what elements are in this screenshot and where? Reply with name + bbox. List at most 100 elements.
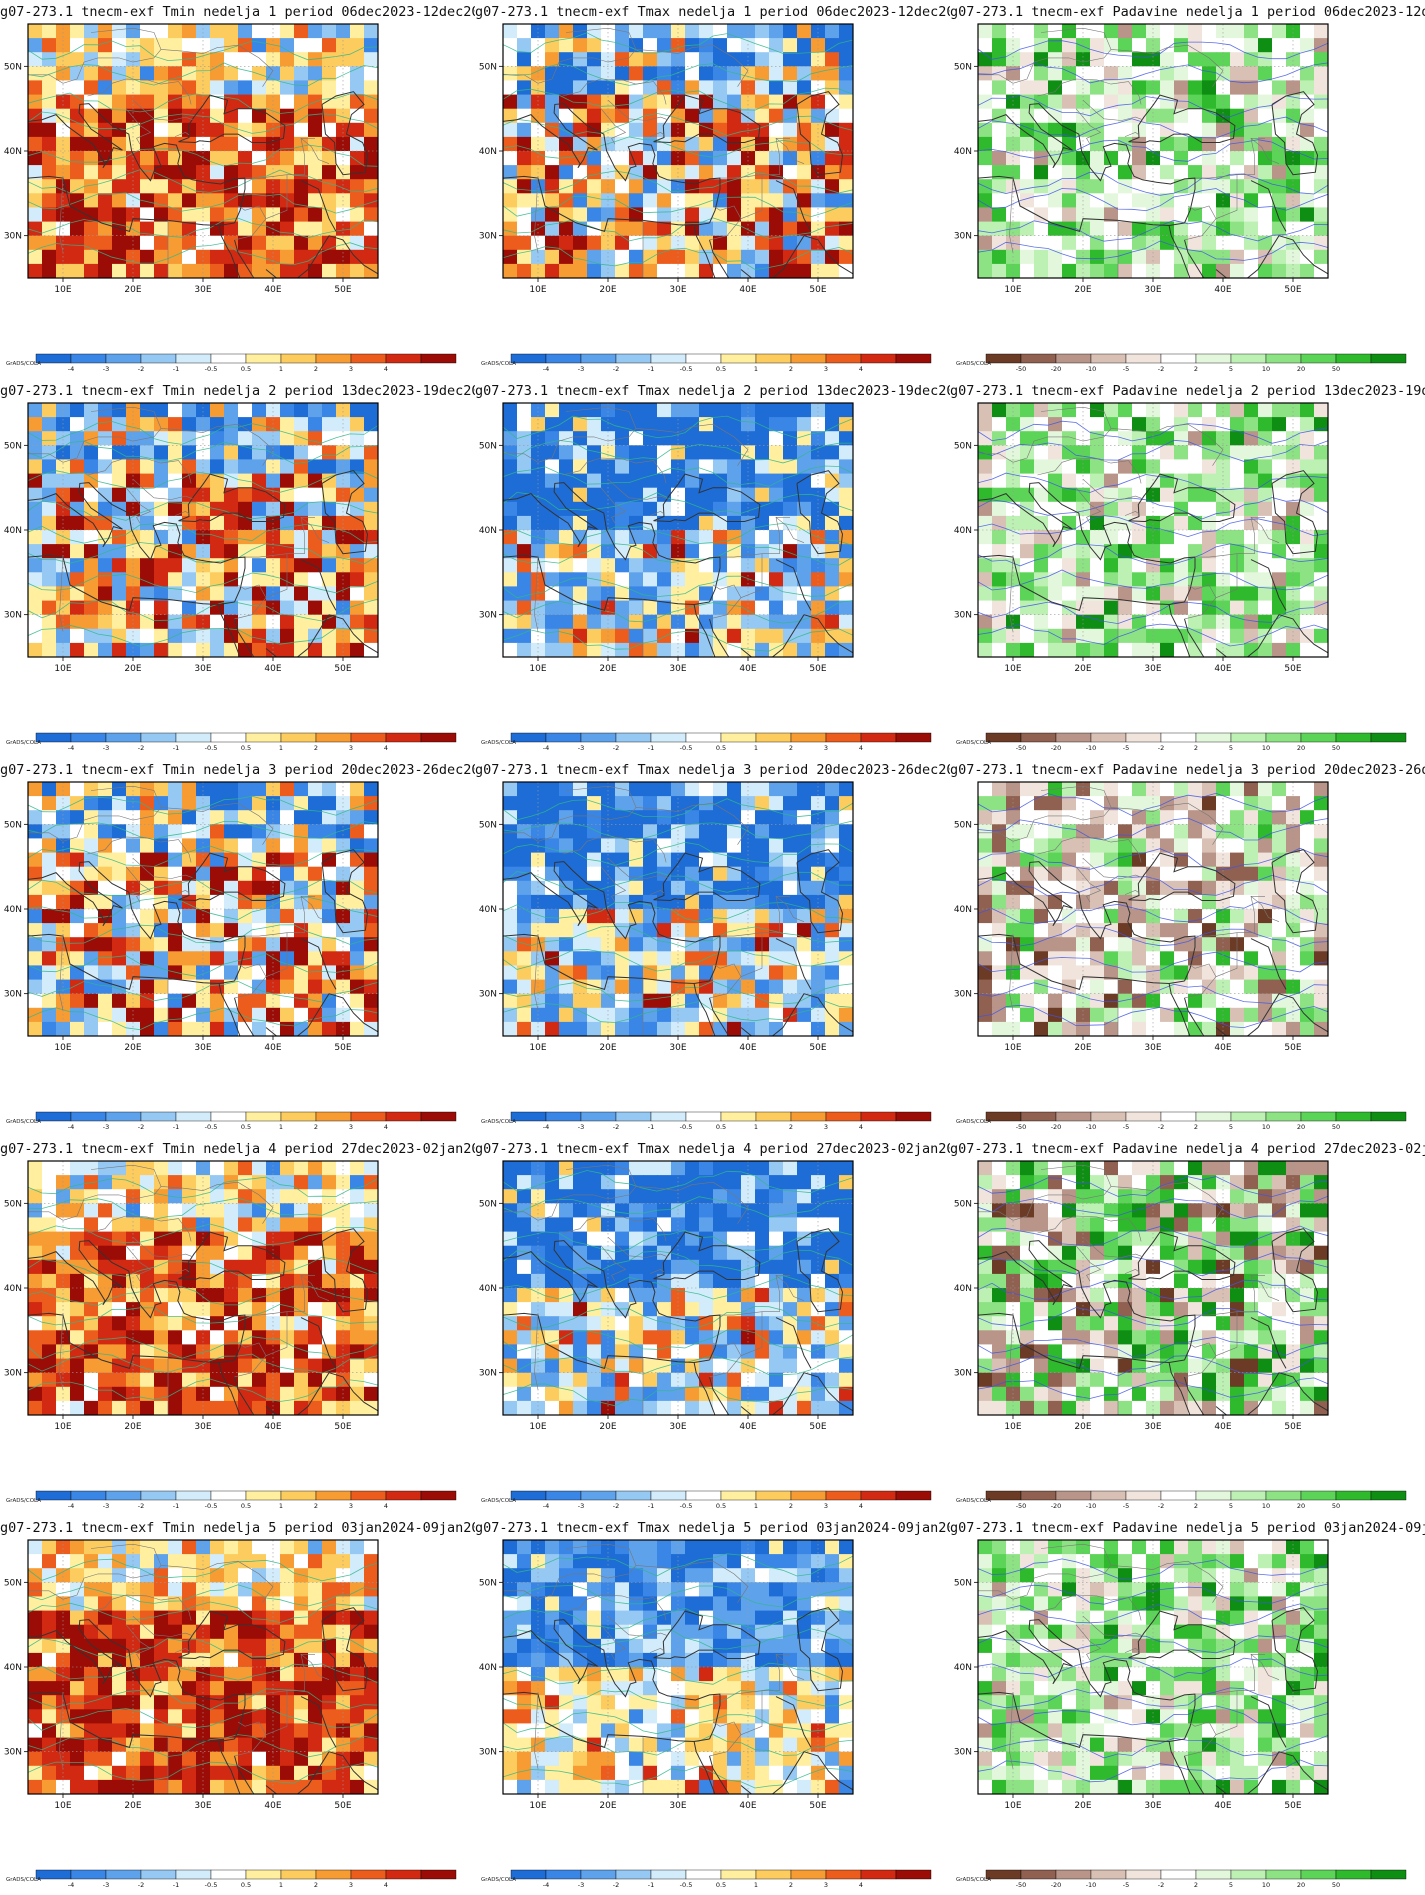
colorbar-swatch (1055, 1490, 1092, 1501)
colorbar-label: -2 (138, 1123, 144, 1131)
colorbar-swatch (860, 1111, 897, 1122)
colorbar-swatch (1195, 1869, 1232, 1880)
colorbar-swatch (140, 1490, 177, 1501)
x-tick-label: 50E (334, 1422, 351, 1432)
y-tick-label: 30N (4, 1369, 22, 1379)
colorbar-label: -1 (173, 1502, 179, 1510)
colorbar-label: 20 (1297, 1123, 1305, 1131)
colorbar-swatch (1195, 732, 1232, 743)
colorbar-swatch (1160, 1869, 1197, 1880)
x-tick-label: 30E (194, 664, 211, 674)
colorbar-swatch (1300, 1111, 1337, 1122)
colorbar-swatch (685, 732, 722, 743)
colorbar-swatch (35, 1869, 72, 1880)
colorbar-label: -10 (1086, 1123, 1097, 1131)
panel-title: g07-273.1 tnecm-exf Padavine nedelja 4 p… (950, 1141, 1425, 1157)
colorbar-label: 50 (1332, 1881, 1340, 1889)
colorbar-swatch (1090, 732, 1127, 743)
colorbar: -4 -3 -2 -1 -0.5 0.5 1 2 3 4 GrADS/COLA (6, 353, 457, 373)
colorbar-swatch (35, 353, 72, 364)
grads-credit: GrADS/COLA (6, 1119, 41, 1125)
map-panel-tmin-week-2: g07-273.1 tnecm-exf Tmin nedelja 2 perio… (0, 379, 475, 758)
x-tick-label: 50E (809, 1422, 826, 1432)
colorbar-label: 3 (824, 1123, 828, 1131)
colorbar-swatch (580, 732, 617, 743)
colorbar: -50 -20 -10 -5 -2 2 5 10 20 50 GrADS/COLA (956, 732, 1407, 752)
x-tick-label: 10E (1004, 285, 1021, 295)
y-tick-label: 40N (4, 1663, 22, 1673)
map-plot: 10E 20E 30E 40E 50E 50N 40N 30N -4 -3 -2 -1 -0.5 0.5 1… (479, 1539, 932, 1889)
colorbar-label: 0.5 (716, 1502, 726, 1510)
colorbar-label: 4 (384, 365, 388, 373)
colorbar-label: -2 (613, 365, 619, 373)
grads-credit: GrADS/COLA (481, 1877, 516, 1883)
colorbar-swatch (580, 353, 617, 364)
colorbar-label: 2 (789, 1123, 793, 1131)
contour-lines (503, 415, 853, 652)
y-tick-label: 50N (954, 62, 972, 72)
x-tick-label: 40E (739, 664, 756, 674)
colorbar: -4 -3 -2 -1 -0.5 0.5 1 2 3 4 GrADS/COLA (481, 1490, 932, 1510)
colorbar-swatch (1230, 1869, 1267, 1880)
colorbar-label: -2 (138, 365, 144, 373)
colorbar-swatch (1370, 353, 1407, 364)
map-plot: 10E 20E 30E 40E 50E 50N 40N 30N -50 -20 -10 -5 -2 2 5 1… (954, 402, 1407, 752)
anomaly-field (978, 1161, 1328, 1415)
colorbar-label: 50 (1332, 1123, 1340, 1131)
coastlines (503, 406, 853, 657)
anomaly-field (28, 1540, 378, 1794)
anomaly-field (503, 782, 853, 1036)
colorbar-swatch (1300, 1490, 1337, 1501)
panel-title: g07-273.1 tnecm-exf Tmax nedelja 4 perio… (475, 1141, 950, 1157)
colorbar-swatch (985, 1869, 1022, 1880)
colorbar-swatch (245, 353, 282, 364)
colorbar-swatch (755, 732, 792, 743)
colorbar-label: 4 (384, 1881, 388, 1889)
colorbar-label: -2 (613, 1502, 619, 1510)
colorbar-label: 1 (754, 1881, 758, 1889)
colorbar-swatch (420, 1869, 457, 1880)
colorbar-label: -20 (1051, 1502, 1062, 1510)
map-plot: 10E 20E 30E 40E 50E 50N 40N 30N -50 -20 -10 -5 -2 2 5 1… (954, 23, 1407, 373)
colorbar-label: -0.5 (205, 1123, 218, 1131)
colorbar-swatch (385, 1869, 422, 1880)
colorbar-label: 5 (1229, 1502, 1233, 1510)
x-tick-label: 20E (124, 664, 141, 674)
colorbar-label: -4 (68, 365, 74, 373)
map-plot: 10E 20E 30E 40E 50E 50N 40N 30N -50 -20 -10 -5 -2 2 5 1… (954, 1539, 1407, 1889)
x-tick-label: 20E (599, 285, 616, 295)
x-tick-label: 40E (264, 664, 281, 674)
y-tick-label: 40N (479, 1663, 497, 1673)
y-tick-label: 40N (479, 147, 497, 157)
colorbar-label: -4 (543, 1123, 549, 1131)
colorbar-label: 0.5 (716, 365, 726, 373)
y-tick-label: 30N (954, 1748, 972, 1758)
x-tick-label: 50E (334, 1043, 351, 1053)
panel-title: g07-273.1 tnecm-exf Tmin nedelja 3 perio… (0, 762, 475, 778)
colorbar-swatch (650, 732, 687, 743)
map-panel-tmin-week-3: g07-273.1 tnecm-exf Tmin nedelja 3 perio… (0, 758, 475, 1137)
colorbar-swatch (615, 732, 652, 743)
grads-credit: GrADS/COLA (6, 740, 41, 746)
colorbar-label: -20 (1051, 365, 1062, 373)
grads-credit: GrADS/COLA (956, 740, 991, 746)
x-tick-label: 40E (739, 1801, 756, 1811)
colorbar-swatch (1125, 1490, 1162, 1501)
grads-credit: GrADS/COLA (956, 361, 991, 367)
colorbar-swatch (1265, 353, 1302, 364)
colorbar-swatch (580, 1111, 617, 1122)
colorbar-label: -0.5 (680, 744, 693, 752)
colorbar-label: 2 (1194, 1502, 1198, 1510)
colorbar-label: -5 (1123, 365, 1129, 373)
colorbar-swatch (210, 1869, 247, 1880)
y-tick-label: 30N (954, 611, 972, 621)
colorbar-label: 0.5 (241, 1502, 251, 1510)
colorbar-label: -50 (1016, 1502, 1027, 1510)
colorbar-label: -4 (68, 1502, 74, 1510)
colorbar: -50 -20 -10 -5 -2 2 5 10 20 50 GrADS/COLA (956, 1869, 1407, 1889)
colorbar-label: 1 (279, 1123, 283, 1131)
map-plot: 10E 20E 30E 40E 50E 50N 40N 30N -50 -20 -10 -5 -2 2 5 1… (954, 781, 1407, 1131)
colorbar-label: -4 (543, 365, 549, 373)
colorbar-label: -0.5 (680, 1502, 693, 1510)
anomaly-field (503, 24, 853, 278)
